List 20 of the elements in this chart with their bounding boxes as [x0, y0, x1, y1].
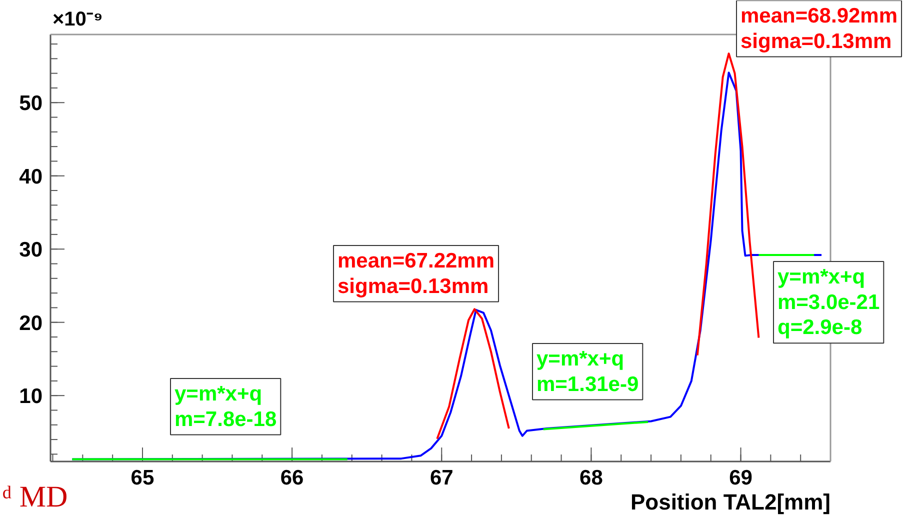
y-tick-label: 10 — [19, 385, 42, 408]
x-tick-label: 69 — [729, 466, 752, 490]
x-tick-label: 67 — [430, 466, 454, 490]
text: ×10⁻⁹ — [52, 8, 103, 30]
x-tick-label: 68 — [580, 466, 604, 490]
line-series — [436, 308, 510, 440]
y-tick-label: 20 — [19, 312, 42, 335]
x-axis-title: Position TAL2[mm] — [630, 490, 830, 514]
x-tick-label: 66 — [280, 466, 304, 490]
annotation: mean=68.92mm sigma=0.13mm — [740, 4, 898, 53]
annotation: mean=67.22mm sigma=0.13mm — [338, 250, 495, 298]
annotation: y=m*x+q m=7.8e-18 — [174, 382, 277, 431]
line-series — [696, 52, 760, 356]
y-tick-label: 30 — [19, 238, 42, 262]
annotation: y=m*x+q m=3.0e-21 q=2.9e-8 — [778, 266, 880, 340]
y-tick-label: 40 — [19, 165, 42, 188]
text: ᵈ MD — [2, 480, 68, 514]
x-tick-label: 65 — [130, 466, 154, 490]
annotation: y=m*x+q m=1.31e-9 — [536, 348, 639, 396]
y-tick-label: 50 — [19, 92, 42, 116]
